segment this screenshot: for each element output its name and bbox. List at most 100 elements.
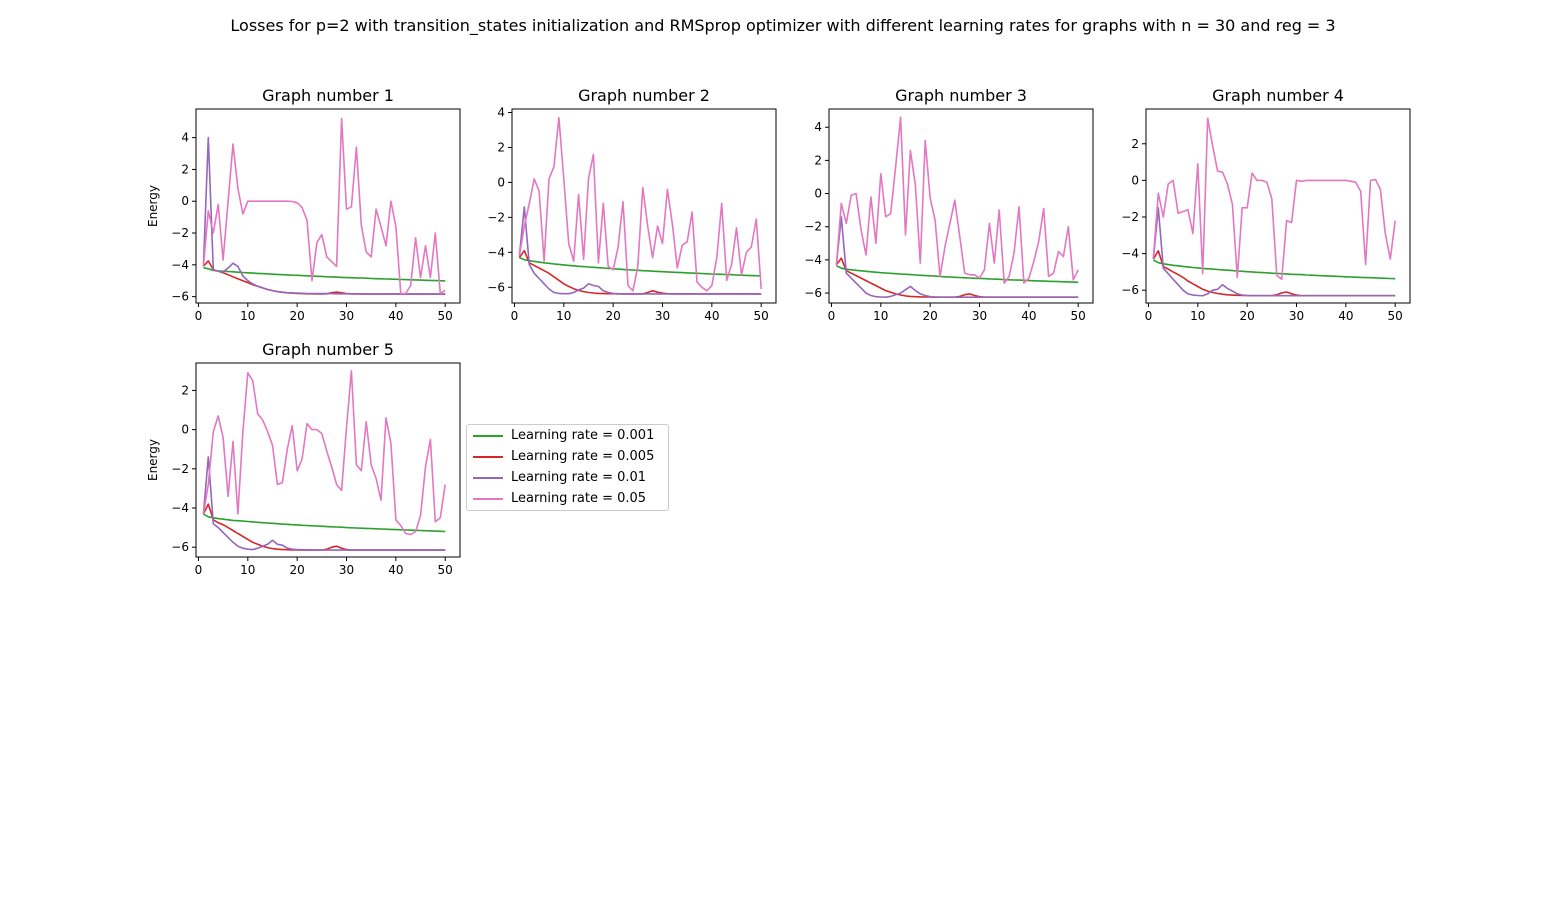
x-tick-label: 0 — [195, 309, 203, 323]
series-line-3 — [835, 216, 1079, 299]
chart-title: Graph number 2 — [578, 86, 710, 105]
x-tick-label: 50 — [1071, 309, 1086, 323]
y-tick-label: −4 — [804, 253, 822, 267]
figure-title: Losses for p=2 with transition_states in… — [230, 16, 1336, 35]
x-tick-label: 40 — [388, 563, 403, 577]
y-tick-label: 0 — [1131, 173, 1139, 187]
y-tick-label: −6 — [804, 286, 822, 300]
axes-frame — [195, 108, 461, 304]
y-tick-label: −2 — [487, 210, 505, 224]
y-tick-label: 0 — [497, 175, 505, 189]
x-tick-label: 20 — [1240, 309, 1255, 323]
y-axis-label: Energy — [146, 185, 160, 227]
y-tick-label: 2 — [1131, 137, 1139, 151]
series-line-1 — [519, 256, 762, 277]
legend-item-0: Learning rate = 0.001 — [473, 425, 654, 446]
series-line-3 — [518, 206, 762, 295]
legend: Learning rate = 0.001 Learning rate = 0.… — [466, 424, 669, 511]
y-tick-label: −2 — [804, 220, 822, 234]
chart-5: Graph number 5 0 10 20 30 40 50 −6 −4 −2 0 2 Energy — [146, 340, 461, 577]
x-tick-label: 50 — [438, 309, 453, 323]
x-tick-label: 20 — [923, 309, 938, 323]
y-tick-label: 2 — [181, 383, 189, 397]
x-tick-label: 20 — [290, 563, 305, 577]
y-axis-label: Energy — [146, 439, 160, 481]
x-tick-label: 30 — [339, 309, 354, 323]
series-line-1 — [203, 266, 446, 282]
series-line-4 — [518, 116, 762, 292]
y-tick-label: −6 — [171, 290, 189, 304]
legend-item-3: Learning rate = 0.05 — [473, 488, 646, 509]
y-tick-label: −4 — [1121, 247, 1139, 261]
y-tick-label: 4 — [181, 131, 189, 145]
y-tick-label: 2 — [497, 140, 505, 154]
legend-swatch-0 — [473, 434, 503, 437]
x-tick-label: 10 — [873, 309, 888, 323]
chart-title: Graph number 1 — [262, 86, 394, 105]
x-tick-label: 0 — [195, 563, 203, 577]
series-line-1 — [1153, 259, 1396, 280]
series-line-4 — [835, 116, 1079, 284]
legend-item-1: Learning rate = 0.005 — [473, 446, 654, 467]
y-tick-label: −6 — [171, 540, 189, 554]
series-line-4 — [202, 369, 446, 536]
legend-label-0: Learning rate = 0.001 — [511, 428, 655, 443]
y-tick-label: 2 — [181, 162, 189, 176]
x-tick-label: 30 — [1289, 309, 1304, 323]
axes-frame — [1145, 108, 1411, 304]
chart-1: Graph number 1 0 10 20 30 40 50 −6 −4 −2 0 2 4 Energy — [146, 86, 461, 323]
chart-4: Graph number 4 0 10 20 30 40 50 −6 −4 −2 0 2 — [1121, 86, 1411, 323]
x-tick-label: 0 — [1145, 309, 1153, 323]
x-tick-label: 30 — [655, 309, 670, 323]
y-tick-label: 4 — [497, 105, 505, 119]
x-tick-label: 20 — [606, 309, 621, 323]
series-line-3 — [202, 136, 446, 295]
x-tick-label: 10 — [1190, 309, 1205, 323]
x-tick-label: 10 — [240, 563, 255, 577]
x-tick-label: 30 — [972, 309, 987, 323]
axes-frame — [828, 108, 1094, 304]
x-tick-label: 50 — [754, 309, 769, 323]
x-tick-label: 20 — [290, 309, 305, 323]
series-line-1 — [202, 513, 446, 533]
x-tick-label: 50 — [438, 563, 453, 577]
y-tick-label: −4 — [171, 501, 189, 515]
y-tick-label: −4 — [487, 245, 505, 259]
legend-item-2: Learning rate = 0.01 — [473, 467, 646, 488]
legend-label-1: Learning rate = 0.005 — [511, 449, 655, 464]
legend-swatch-1 — [473, 455, 503, 458]
series-line-3 — [1152, 207, 1396, 297]
y-tick-label: 0 — [814, 187, 822, 201]
legend-swatch-2 — [473, 476, 503, 479]
chart-2: Graph number 2 0 10 20 30 40 50 −6 −4 −2 0 2 4 — [487, 86, 777, 323]
y-tick-label: 2 — [814, 153, 822, 167]
y-tick-label: 4 — [814, 120, 822, 134]
y-tick-label: −6 — [1121, 283, 1139, 297]
legend-swatch-3 — [473, 497, 503, 500]
x-tick-label: 40 — [1021, 309, 1036, 323]
x-tick-label: 50 — [1388, 309, 1403, 323]
series-line-1 — [836, 264, 1079, 284]
series-line-4 — [1152, 117, 1396, 281]
axes-frame — [511, 108, 777, 304]
y-tick-label: −6 — [487, 280, 505, 294]
legend-label-3: Learning rate = 0.05 — [511, 491, 647, 506]
y-tick-label: 0 — [181, 194, 189, 208]
y-tick-label: −2 — [171, 462, 189, 476]
x-tick-label: 40 — [704, 309, 719, 323]
chart-title: Graph number 5 — [262, 340, 394, 359]
y-tick-label: 0 — [181, 423, 189, 437]
axes-frame — [195, 362, 461, 558]
y-tick-label: −4 — [171, 258, 189, 272]
y-tick-label: −2 — [171, 226, 189, 240]
chart-3: Graph number 3 0 10 20 30 40 50 −6 −4 −2 0 2 4 — [804, 86, 1094, 323]
x-tick-label: 10 — [556, 309, 571, 323]
x-tick-label: 0 — [828, 309, 836, 323]
x-tick-label: 10 — [240, 309, 255, 323]
legend-label-2: Learning rate = 0.01 — [511, 470, 647, 485]
series-line-3 — [202, 456, 446, 551]
y-tick-label: −2 — [1121, 210, 1139, 224]
x-tick-label: 40 — [1338, 309, 1353, 323]
x-tick-label: 0 — [511, 309, 519, 323]
